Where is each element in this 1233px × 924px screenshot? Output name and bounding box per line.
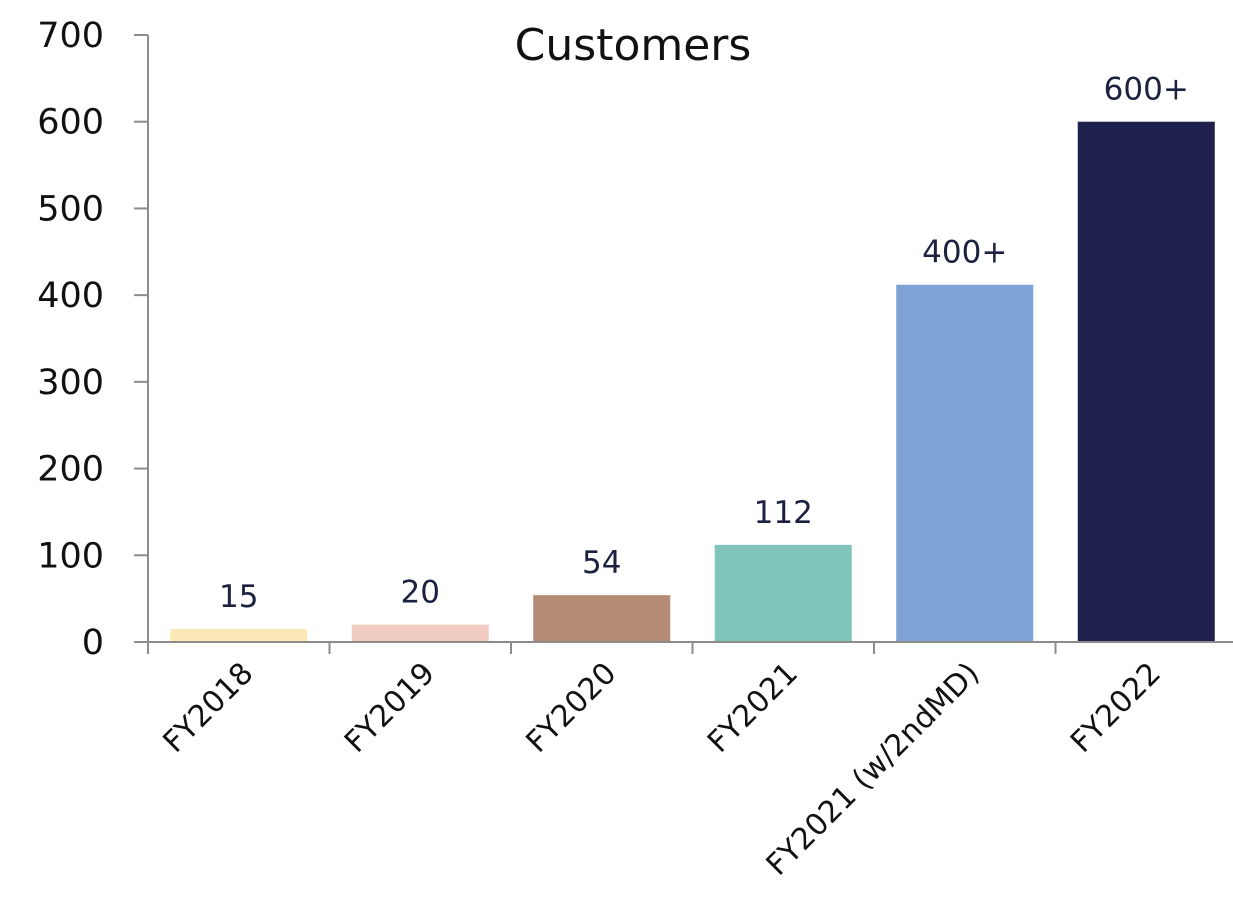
y-tick-label: 0 [82,623,104,663]
x-tick-label: FY2021 [701,656,805,760]
y-tick-label: 100 [37,536,104,576]
bar [533,595,671,642]
x-tick-label: FY2019 [338,656,442,760]
bar [351,624,489,642]
y-tick-label: 400 [37,276,104,316]
x-tick-label: FY2020 [520,656,624,760]
x-tick-label: FY2018 [157,656,261,760]
data-label: 400+ [922,235,1007,271]
y-tick-label: 700 [37,16,104,56]
y-tick-label: 200 [37,450,104,490]
data-labels: 15 20 54 112 400+ 600+ [219,72,1189,615]
bar [1077,121,1215,642]
bar [714,544,852,642]
data-label: 600+ [1104,72,1189,108]
data-label: 20 [401,575,440,611]
x-tick-label: FY2022 [1064,656,1168,760]
bar [170,628,308,642]
bar [896,284,1034,642]
data-label: 112 [754,495,813,531]
y-tick-label: 500 [37,189,104,229]
y-axis: 0 100 200 300 400 500 600 700 [37,16,149,663]
y-tick-label: 600 [37,103,104,143]
data-label: 54 [582,545,621,581]
y-tick-label: 300 [37,363,104,403]
bars [170,121,1215,642]
data-label: 15 [219,579,258,615]
chart-title: Customers [515,20,752,71]
